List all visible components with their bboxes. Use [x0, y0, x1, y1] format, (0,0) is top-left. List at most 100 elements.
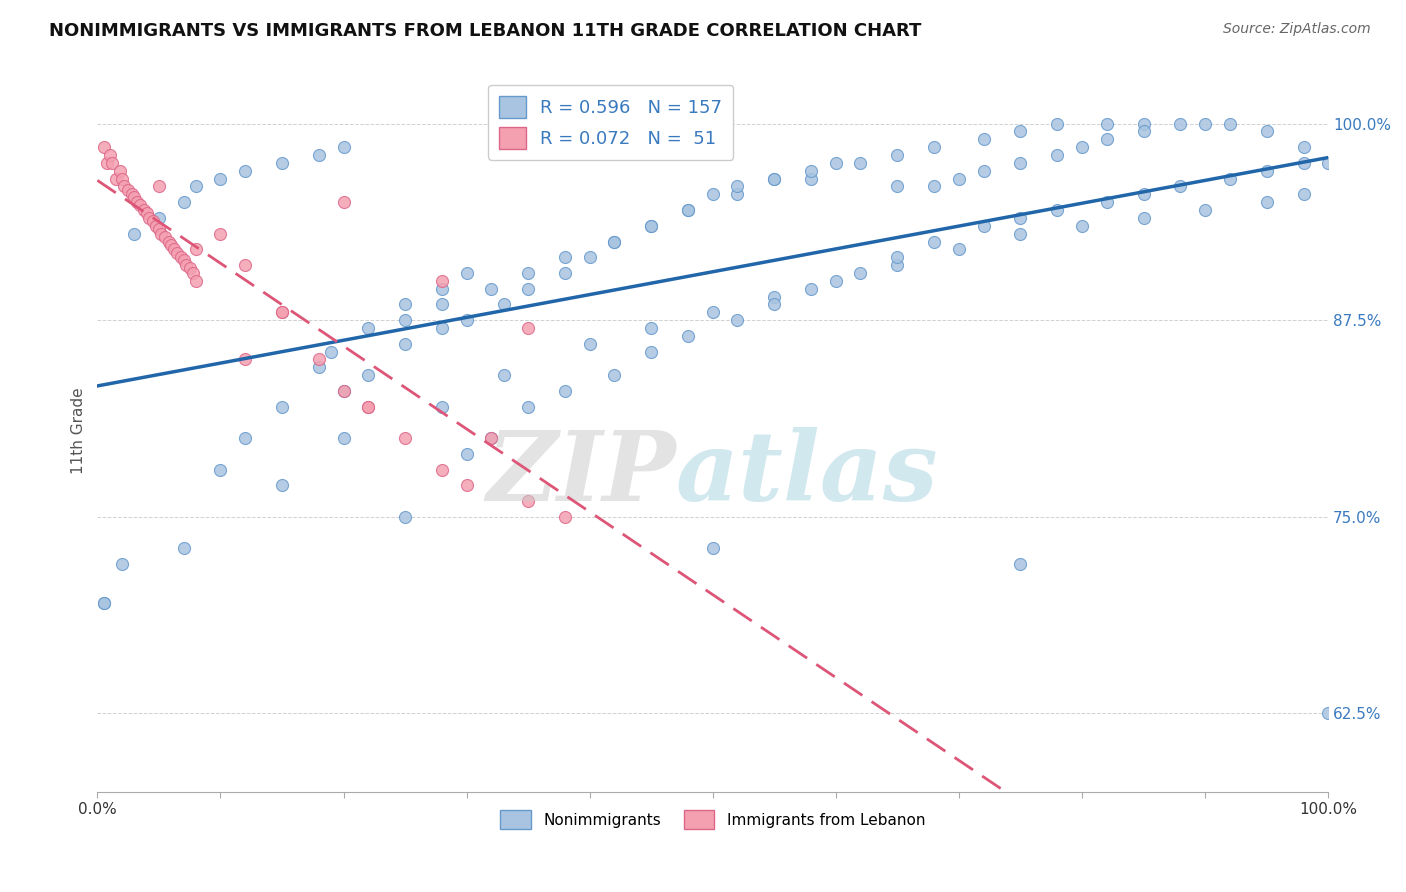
Point — [1170, 179, 1192, 194]
Point — [725, 187, 748, 202]
Point — [184, 243, 207, 257]
Point — [676, 329, 699, 343]
Point — [1132, 124, 1154, 138]
Point — [578, 250, 600, 264]
Point — [1292, 156, 1315, 170]
Point — [479, 431, 502, 445]
Point — [456, 478, 478, 492]
Point — [357, 368, 380, 383]
Point — [725, 179, 748, 194]
Point — [321, 344, 343, 359]
Point — [517, 282, 540, 296]
Point — [725, 313, 748, 327]
Point — [179, 261, 201, 276]
Point — [101, 156, 124, 170]
Point — [1219, 117, 1241, 131]
Point — [271, 305, 294, 319]
Point — [800, 171, 823, 186]
Point — [430, 274, 453, 288]
Point — [173, 195, 195, 210]
Point — [492, 368, 515, 383]
Point — [1046, 117, 1069, 131]
Point — [456, 266, 478, 280]
Point — [1010, 211, 1032, 225]
Point — [157, 235, 180, 249]
Point — [1292, 187, 1315, 202]
Point — [153, 229, 176, 244]
Point — [554, 384, 576, 398]
Point — [886, 179, 908, 194]
Point — [479, 282, 502, 296]
Point — [849, 266, 872, 280]
Point — [104, 171, 127, 186]
Point — [93, 596, 115, 610]
Point — [111, 557, 134, 571]
Point — [578, 336, 600, 351]
Point — [308, 360, 330, 375]
Point — [456, 313, 478, 327]
Text: ZIP: ZIP — [486, 426, 676, 521]
Point — [430, 321, 453, 335]
Point — [922, 140, 945, 154]
Point — [640, 219, 662, 233]
Point — [1256, 124, 1278, 138]
Point — [124, 190, 146, 204]
Point — [121, 187, 143, 202]
Point — [1046, 202, 1069, 217]
Point — [183, 266, 205, 280]
Point — [886, 148, 908, 162]
Point — [1010, 156, 1032, 170]
Point — [1132, 117, 1154, 131]
Point — [479, 431, 502, 445]
Point — [1010, 227, 1032, 241]
Point — [111, 171, 134, 186]
Point — [93, 140, 115, 154]
Point — [702, 187, 724, 202]
Point — [233, 163, 256, 178]
Point — [148, 222, 170, 236]
Point — [173, 541, 195, 556]
Point — [184, 179, 207, 194]
Point — [948, 243, 970, 257]
Point — [1010, 124, 1032, 138]
Point — [332, 140, 354, 154]
Point — [922, 235, 945, 249]
Point — [174, 258, 197, 272]
Point — [209, 171, 232, 186]
Point — [702, 541, 724, 556]
Point — [394, 431, 416, 445]
Point — [117, 183, 139, 197]
Point — [492, 297, 515, 311]
Point — [357, 400, 380, 414]
Point — [517, 494, 540, 508]
Point — [394, 313, 416, 327]
Point — [430, 297, 453, 311]
Point — [603, 235, 626, 249]
Point — [603, 368, 626, 383]
Point — [129, 198, 152, 212]
Point — [233, 258, 256, 272]
Point — [1132, 211, 1154, 225]
Point — [1256, 195, 1278, 210]
Point — [170, 250, 193, 264]
Point — [134, 202, 156, 217]
Point — [640, 321, 662, 335]
Point — [1292, 140, 1315, 154]
Point — [824, 274, 846, 288]
Point — [702, 305, 724, 319]
Point — [308, 148, 330, 162]
Point — [112, 179, 135, 194]
Text: atlas: atlas — [676, 426, 938, 521]
Y-axis label: 11th Grade: 11th Grade — [72, 387, 86, 474]
Legend: Nonimmigrants, Immigrants from Lebanon: Nonimmigrants, Immigrants from Lebanon — [495, 804, 931, 835]
Point — [676, 202, 699, 217]
Point — [517, 400, 540, 414]
Point — [135, 206, 157, 220]
Point — [150, 227, 173, 241]
Point — [1317, 156, 1340, 170]
Point — [173, 253, 195, 268]
Point — [640, 344, 662, 359]
Point — [456, 447, 478, 461]
Point — [138, 211, 160, 225]
Point — [308, 352, 330, 367]
